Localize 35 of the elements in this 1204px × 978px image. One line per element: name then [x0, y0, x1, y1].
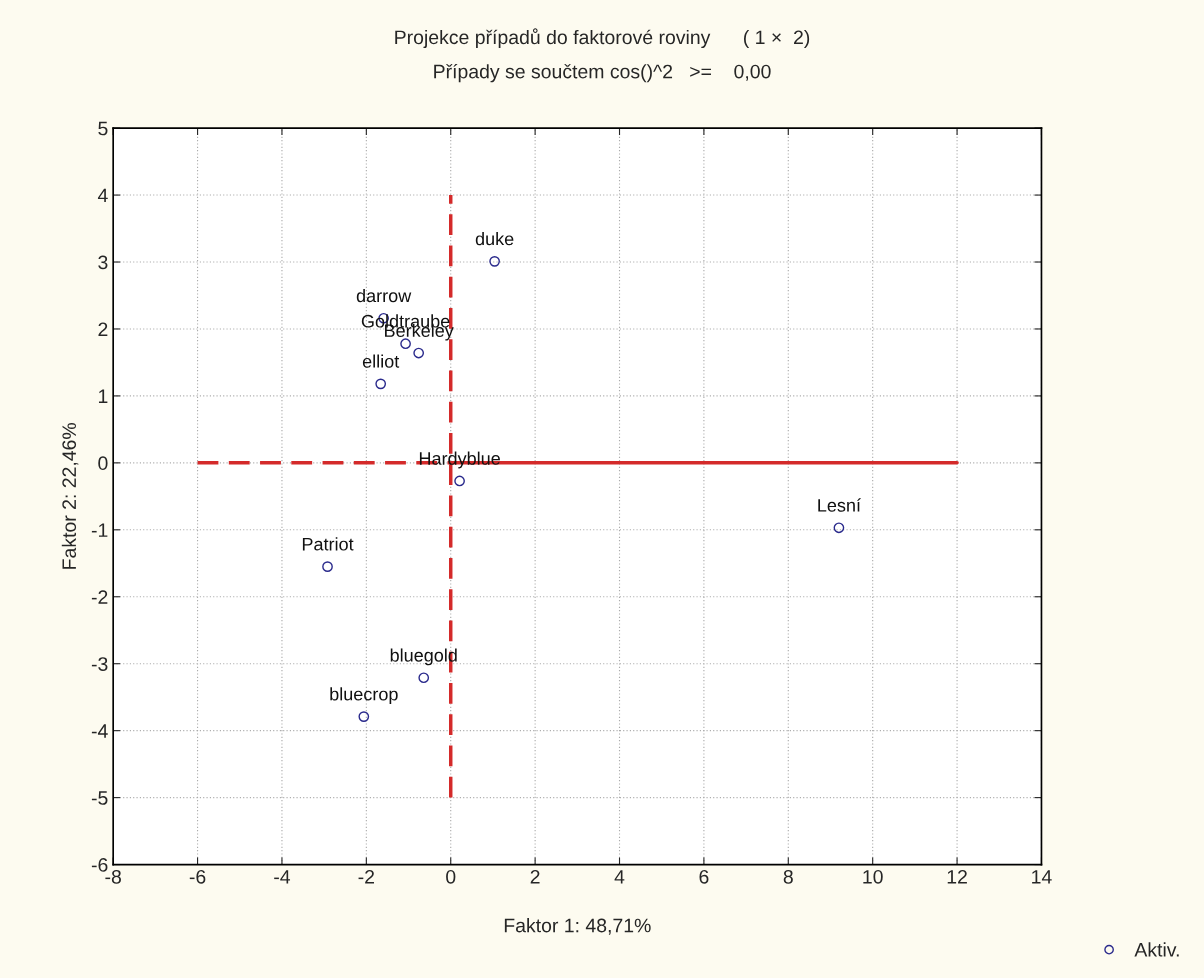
x-tick-label: -6 — [189, 869, 206, 884]
annotation: duke — [475, 232, 514, 246]
y-tick-label: 4 — [97, 188, 108, 203]
annotation: elliot — [362, 354, 400, 368]
x-tick-label: 4 — [614, 870, 625, 884]
x-tick-label: -8 — [105, 869, 121, 884]
x-tick-label: 12 — [947, 869, 967, 884]
y-tick-label: -3 — [91, 657, 108, 671]
y-tick-label: 5 — [98, 121, 108, 136]
y-tick-label: 2 — [98, 322, 108, 337]
y-tick-label: -1 — [91, 523, 108, 537]
annotation: bluecrop — [330, 687, 398, 705]
x-tick-label: 8 — [783, 869, 793, 884]
y-tick-label: 1 — [98, 389, 108, 403]
y-axis-title: Faktor 2: 22,46% — [61, 422, 79, 569]
y-tick-label: 0 — [98, 456, 108, 471]
x-tick-label: -4 — [274, 870, 291, 884]
y-tick-label: 3 — [98, 255, 108, 270]
x-tick-label: 14 — [1032, 870, 1052, 884]
annotation: Patriot — [302, 537, 354, 551]
y-tick-label: -6 — [91, 858, 108, 872]
y-tick-label: -5 — [91, 791, 108, 805]
chart-title: Projekce případů do faktorové roviny ( 1 × 2) — [395, 28, 810, 49]
legend-label: Aktiv. — [1134, 942, 1179, 957]
chart-subtitle: Případy se součtem cos()^2 >= 0,00 — [434, 63, 771, 83]
x-tick-label: 2 — [530, 869, 540, 884]
annotation: Lesní — [818, 498, 861, 512]
annotation: darrow — [356, 288, 412, 303]
y-tick-label: -4 — [91, 724, 108, 738]
x-tick-label: -2 — [358, 869, 375, 884]
x-tick-label: 10 — [863, 869, 883, 884]
y-tick-label: -2 — [91, 590, 108, 604]
x-axis-title: Faktor 1: 48,71% — [504, 918, 651, 935]
x-tick-label: 0 — [446, 869, 456, 884]
x-tick-label: 6 — [699, 869, 709, 884]
